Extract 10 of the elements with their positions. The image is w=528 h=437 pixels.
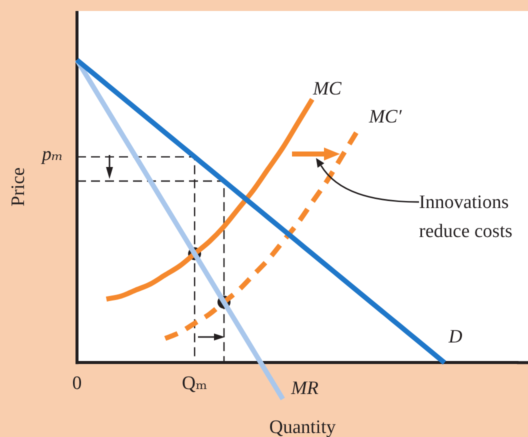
series-label: MC	[312, 78, 342, 100]
y-axis-title: Price	[8, 167, 29, 206]
series-label: MR	[290, 378, 319, 399]
text: pₘ	[40, 144, 64, 165]
x-tick-label: 0	[72, 373, 82, 394]
series-label: MC′	[368, 106, 402, 128]
series-label: D	[448, 326, 463, 348]
x-axis-title: Quantity	[269, 416, 336, 437]
x-tick-label: Qₘ	[182, 373, 208, 394]
annotation: Innovations reduce costs	[419, 192, 512, 242]
